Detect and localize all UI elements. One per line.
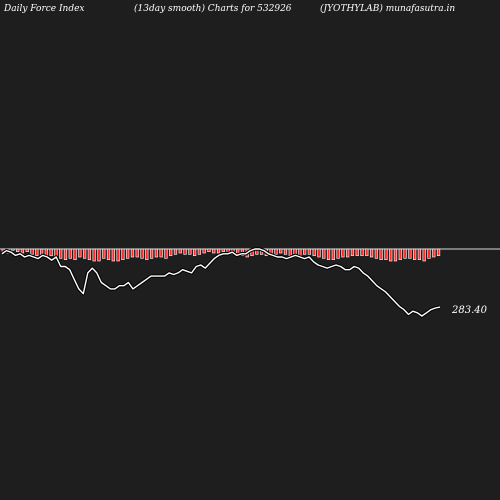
force-index-bar — [173, 248, 178, 255]
force-index-bar — [87, 248, 92, 260]
force-index-bar — [412, 248, 417, 260]
force-index-bar — [427, 248, 431, 259]
force-index-bar — [25, 248, 29, 252]
force-index-bar — [30, 248, 34, 255]
force-index-bar — [35, 248, 39, 256]
force-index-bar — [20, 248, 25, 254]
force-index-bar — [145, 248, 149, 260]
force-index-bar — [197, 248, 202, 255]
force-index-bar — [417, 248, 422, 260]
force-index-bar — [307, 248, 312, 255]
force-index-bar — [436, 248, 441, 256]
chart-header: Daily Force Index (13day smooth) Charts … — [4, 2, 496, 16]
force-index-bar — [350, 248, 355, 256]
force-index-bar — [169, 248, 173, 256]
header-right-title: (JYOTHYLAB) munafasutra.in — [320, 4, 456, 14]
force-index-bar — [360, 248, 364, 256]
force-index-bar — [432, 248, 436, 258]
force-index-bar — [389, 248, 393, 262]
last-price-label: 283.40 — [452, 305, 487, 316]
force-index-bar — [374, 248, 378, 259]
force-index-bar — [130, 248, 135, 258]
force-index-bar — [403, 248, 407, 259]
force-index-bar — [183, 248, 187, 255]
force-index-bar — [83, 248, 87, 259]
force-index-bar — [336, 248, 340, 259]
force-index-bar — [59, 248, 63, 259]
force-index-bar — [164, 248, 168, 259]
force-index-bar — [102, 248, 106, 259]
force-index-bar — [178, 248, 182, 254]
force-index-bar — [11, 248, 15, 251]
force-index-bar — [298, 248, 302, 256]
force-index-bar — [154, 248, 158, 258]
force-index-bar — [341, 248, 345, 258]
force-index-bar — [317, 248, 321, 258]
force-index-bar — [216, 248, 221, 254]
price-line — [1, 248, 441, 317]
force-index-bar — [393, 248, 398, 262]
force-index-bar — [302, 248, 307, 255]
force-index-bar — [274, 248, 278, 255]
force-index-bar — [207, 248, 211, 252]
header-middle-title: (13day smooth) Charts for 532926 — [134, 4, 292, 14]
force-index-bar — [283, 248, 288, 255]
force-index-bar — [97, 248, 101, 262]
force-index-bar — [422, 248, 426, 262]
force-index-bar — [111, 248, 115, 262]
force-index-bar — [126, 248, 130, 259]
force-index-bar — [212, 248, 216, 254]
force-index-bar — [326, 248, 331, 260]
force-index-bar — [106, 248, 111, 260]
force-index-bar — [135, 248, 139, 258]
force-index-bar — [322, 248, 326, 259]
force-index-bar — [369, 248, 374, 258]
force-index-bar — [140, 248, 144, 259]
force-index-bar — [49, 248, 53, 256]
force-index-bar — [279, 248, 283, 254]
force-index-bar — [92, 248, 96, 262]
force-index-bar — [63, 248, 68, 260]
header-left-title: Daily Force Index — [4, 4, 85, 14]
force-index-bar — [384, 248, 388, 260]
force-index-bar — [331, 248, 335, 260]
force-index-bar — [288, 248, 292, 256]
force-index-bar — [202, 248, 206, 254]
force-index-bar — [121, 248, 125, 260]
force-index-bar — [149, 248, 154, 259]
force-index-bar — [379, 248, 383, 260]
force-index-bar — [365, 248, 369, 256]
force-index-bar — [188, 248, 192, 255]
force-index-bar — [116, 248, 120, 262]
force-index-bar — [73, 248, 77, 260]
force-index-bar — [221, 248, 225, 252]
force-index-bar — [16, 248, 20, 252]
force-index-bar — [346, 248, 350, 258]
force-index-bar — [78, 248, 82, 258]
force-index-bar — [68, 248, 72, 259]
force-index-bar — [355, 248, 359, 256]
force-index-bar — [159, 248, 163, 258]
force-index-bar — [408, 248, 412, 259]
force-index-bar — [193, 248, 197, 256]
force-index-bar — [312, 248, 316, 256]
force-index-bar — [398, 248, 402, 260]
